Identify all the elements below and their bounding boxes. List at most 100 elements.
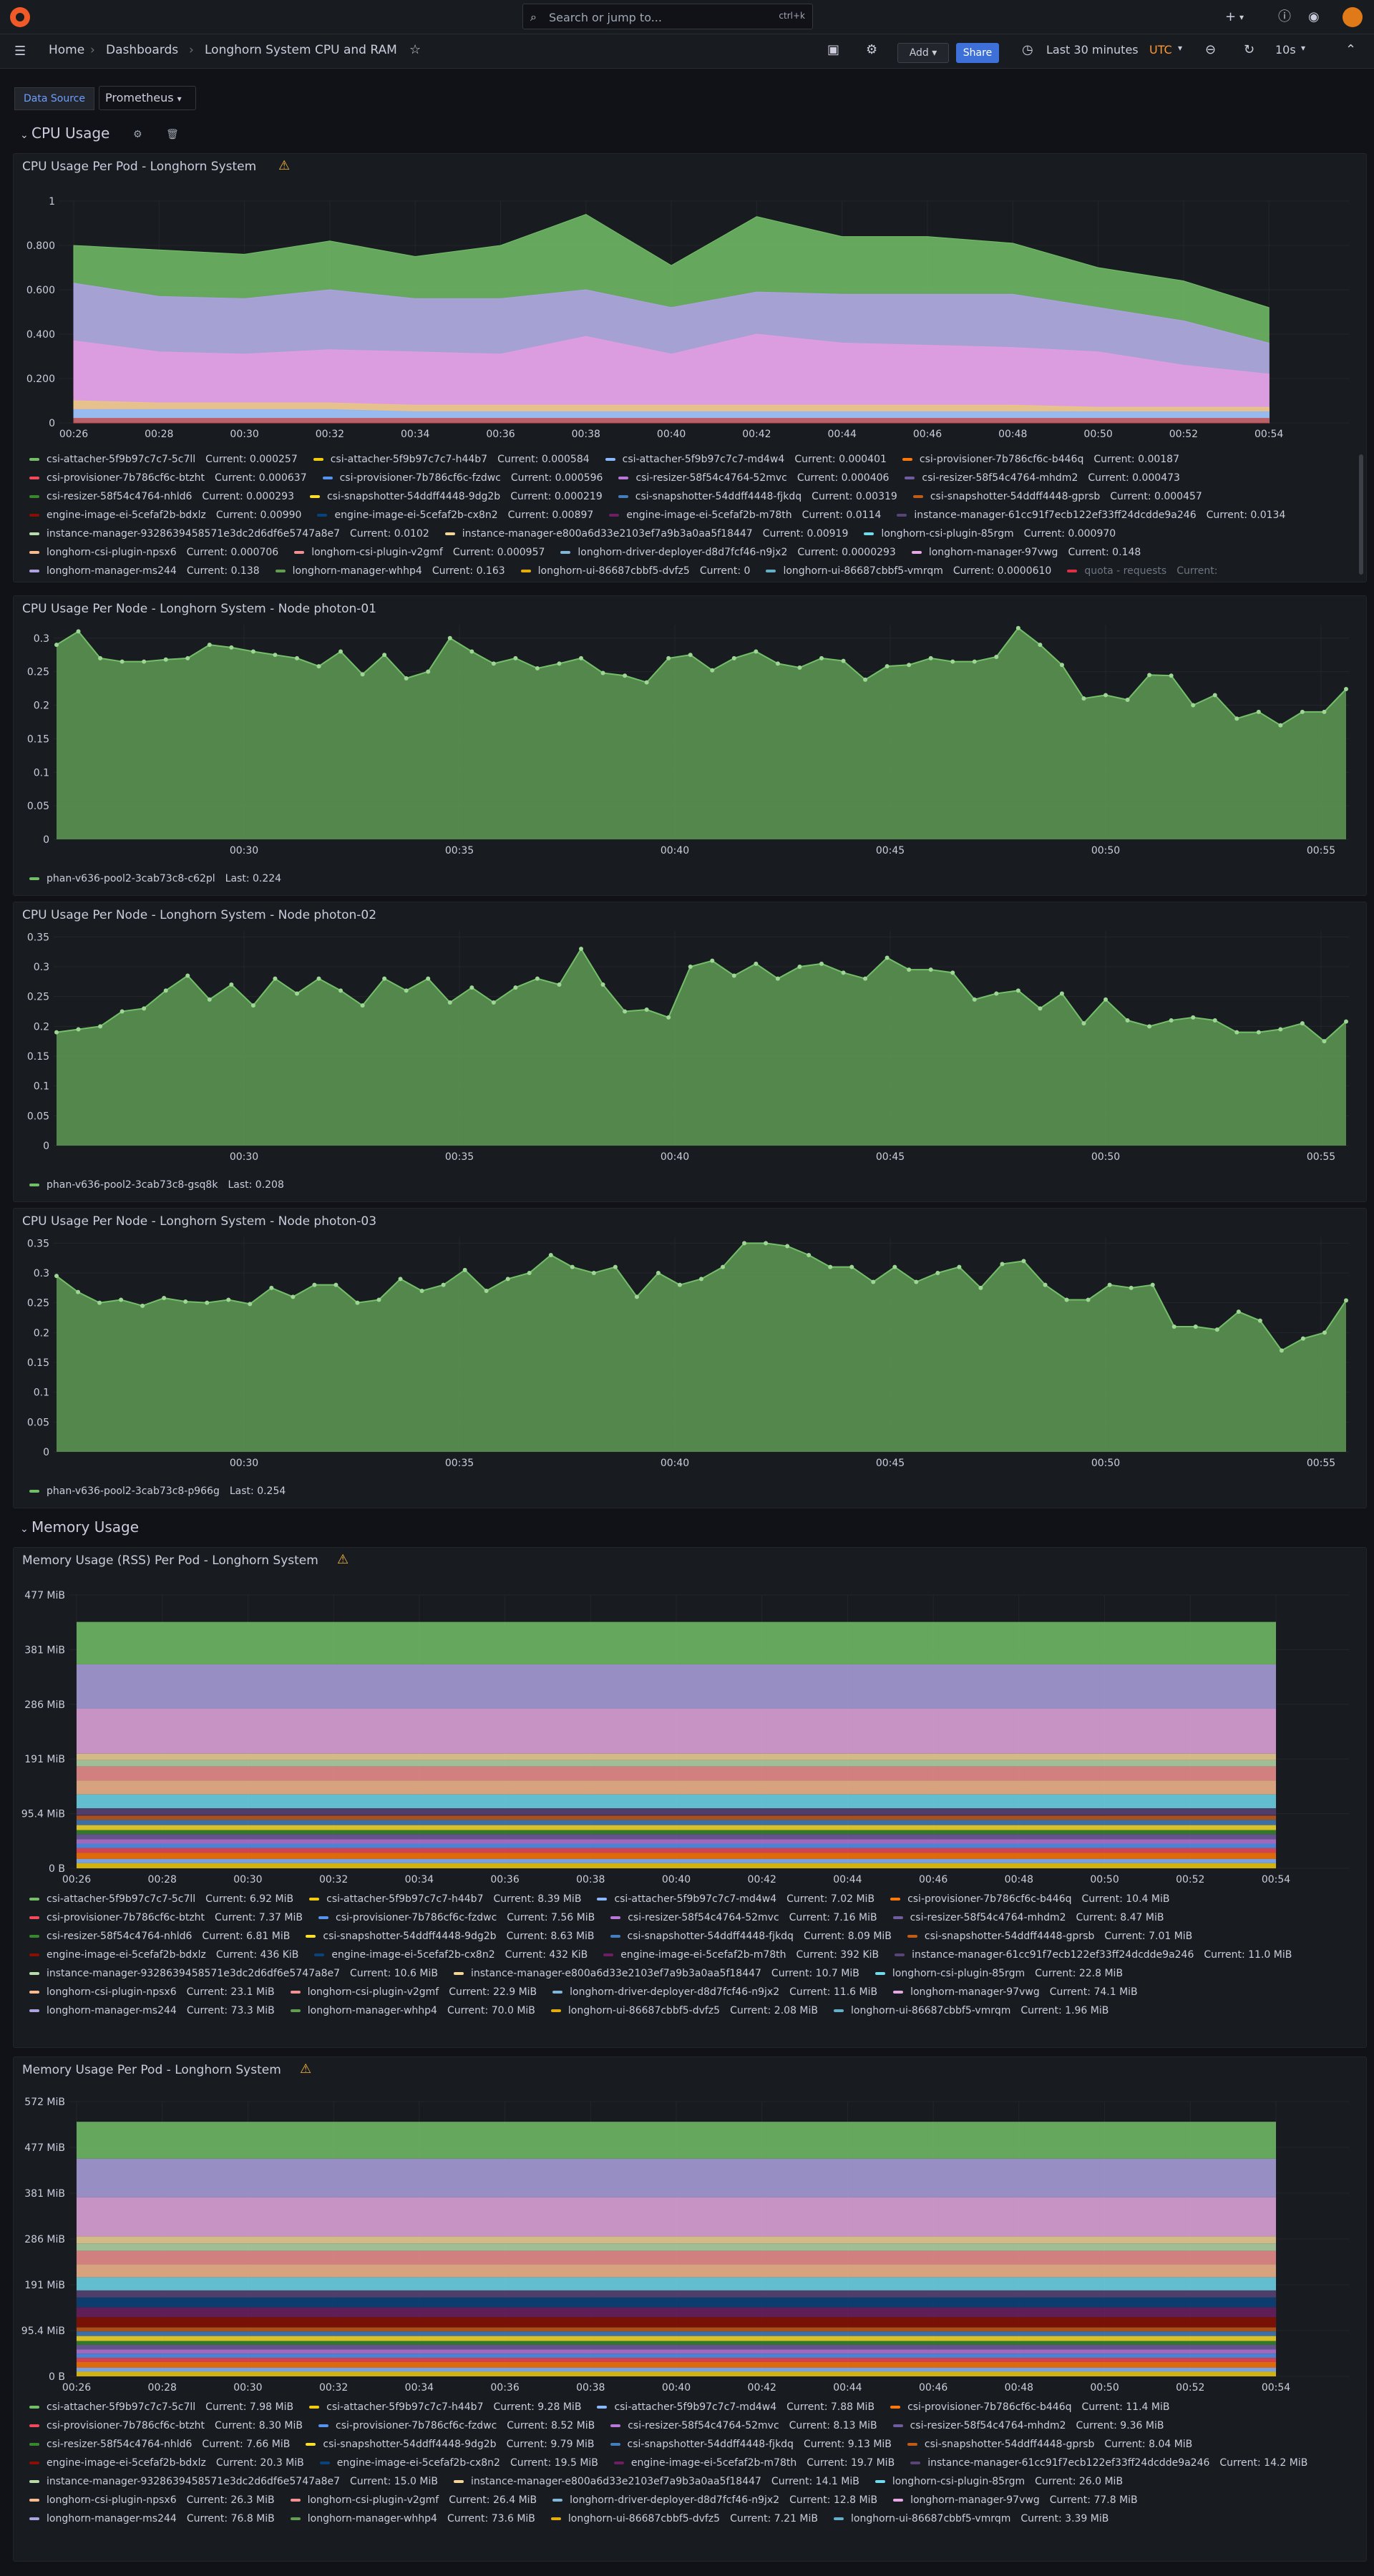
legend-item[interactable]: longhorn-manager-ms244 Current: 73.3 MiB: [29, 2001, 275, 2020]
panel-title[interactable]: Memory Usage Per Pod - Longhorn System: [22, 2063, 281, 2077]
legend-item[interactable]: csi-attacher-5f9b97c7c7-h44b7 Current: 9.…: [309, 2398, 581, 2416]
legend-scrollbar[interactable]: [1359, 454, 1363, 575]
plus-icon[interactable]: +: [1225, 9, 1237, 24]
legend-item[interactable]: longhorn-manager-97vwg Current: 0.148: [911, 543, 1141, 562]
legend-item[interactable]: instance-manager-9328639458571e3dc2d6df6…: [29, 525, 429, 543]
legend-item[interactable]: longhorn-ui-86687cbbf5-dvfz5 Current: 2.0…: [550, 2001, 818, 2020]
legend-item[interactable]: instance-manager-e800a6d33e2103ef7a9b3a0…: [453, 2472, 859, 2491]
row-cpu-usage[interactable]: ⌄ CPU Usage: [20, 125, 109, 142]
breadcrumb-home[interactable]: Home: [49, 43, 85, 57]
menu-icon[interactable]: ☰: [14, 44, 26, 59]
legend-item[interactable]: longhorn-csi-plugin-85rgm Current: 0.0009…: [864, 525, 1116, 543]
legend-item[interactable]: instance-manager-e800a6d33e2103ef7a9b3a0…: [444, 525, 848, 543]
legend-item[interactable]: csi-resizer-58f54c4764-nhld6 Current: 6.8…: [29, 1927, 290, 1946]
row-settings-gear-icon[interactable]: ⚙: [133, 129, 142, 140]
legend-item[interactable]: longhorn-ui-86687cbbf5-dvfz5 Current: 0: [520, 562, 750, 580]
legend-item[interactable]: csi-snapshotter-54ddff4448-fjkdq Current:…: [618, 487, 897, 506]
legend-item[interactable]: csi-resizer-58f54c4764-52mvc Current: 0.0…: [618, 469, 889, 487]
legend-item[interactable]: instance-manager-e800a6d33e2103ef7a9b3a0…: [453, 1964, 859, 1983]
legend-item[interactable]: csi-attacher-5f9b97c7c7-md4w4 Current: 0.…: [605, 450, 887, 469]
legend-item[interactable]: longhorn-driver-deployer-d8d7fcf46-n9jx2…: [552, 2491, 877, 2509]
panel-title[interactable]: CPU Usage Per Node - Longhorn System - N…: [22, 602, 377, 616]
add-button[interactable]: Add ▾: [897, 43, 949, 63]
legend-item[interactable]: longhorn-driver-deployer-d8d7fcf46-n9jx2…: [560, 543, 896, 562]
legend-item[interactable]: longhorn-csi-plugin-85rgm Current: 22.8 M…: [874, 1964, 1123, 1983]
legend-item[interactable]: engine-image-ei-5cefaf2b-cx8n2 Current: 1…: [319, 2454, 598, 2472]
refresh-icon[interactable]: ↻: [1244, 42, 1255, 57]
legend-item[interactable]: longhorn-ui-86687cbbf5-dvfz5 Current: 7.2…: [550, 2509, 818, 2528]
legend-item[interactable]: csi-provisioner-7b786cf6c-fzdwc Current: …: [318, 1908, 595, 1927]
legend-item[interactable]: phan-v636-pool2-3cab73c8-p966g Last: 0.25…: [29, 1482, 286, 1501]
chevron-down-icon[interactable]: ▾: [1178, 43, 1183, 53]
legend-item[interactable]: longhorn-ui-86687cbbf5-vmrqm Current: 1.9…: [834, 2001, 1109, 2020]
legend-item[interactable]: csi-snapshotter-54ddff4448-gprsb Current:…: [907, 1927, 1192, 1946]
legend-item[interactable]: longhorn-ui-86687cbbf5-vmrqm Current: 0.0…: [766, 562, 1051, 580]
legend-item[interactable]: csi-attacher-5f9b97c7c7-md4w4 Current: 7.…: [597, 2398, 874, 2416]
legend-item[interactable]: phan-v636-pool2-3cab73c8-gsq8k Last: 0.20…: [29, 1176, 284, 1194]
panel-title[interactable]: Memory Usage (RSS) Per Pod - Longhorn Sy…: [22, 1553, 318, 1568]
settings-gear-icon[interactable]: ⚙: [866, 42, 878, 57]
legend-item[interactable]: longhorn-csi-plugin-v2gmf Current: 26.4 M…: [290, 2491, 537, 2509]
legend-item[interactable]: csi-provisioner-7b786cf6c-b446q Current: …: [890, 2398, 1169, 2416]
legend-item[interactable]: csi-attacher-5f9b97c7c7-5c7ll Current: 6.…: [29, 1890, 293, 1908]
legend-item[interactable]: csi-attacher-5f9b97c7c7-h44b7 Current: 8.…: [309, 1890, 581, 1908]
legend-item[interactable]: longhorn-manager-97vwg Current: 77.8 MiB: [893, 2491, 1138, 2509]
legend-item[interactable]: instance-manager-9328639458571e3dc2d6df6…: [29, 1964, 438, 1983]
legend-item[interactable]: engine-image-ei-5cefaf2b-cx8n2 Current: 0…: [317, 506, 593, 525]
legend-item[interactable]: instance-manager-61cc91f7ecb122ef33ff24d…: [895, 1946, 1292, 1964]
legend-item[interactable]: csi-resizer-58f54c4764-mhdm2 Current: 8.4…: [892, 1908, 1164, 1927]
legend-item[interactable]: csi-attacher-5f9b97c7c7-5c7ll Current: 7.…: [29, 2398, 293, 2416]
legend-item[interactable]: engine-image-ei-5cefaf2b-bdxlz Current: 0…: [29, 506, 301, 525]
save-icon[interactable]: ▣: [827, 42, 840, 57]
legend-item[interactable]: longhorn-manager-ms244 Current: 76.8 MiB: [29, 2509, 275, 2528]
legend-item[interactable]: longhorn-csi-plugin-v2gmf Current: 22.9 M…: [290, 1983, 537, 2001]
legend-item[interactable]: csi-resizer-58f54c4764-nhld6 Current: 7.6…: [29, 2435, 290, 2454]
legend-item[interactable]: instance-manager-61cc91f7ecb122ef33ff24d…: [897, 506, 1285, 525]
search-input[interactable]: ⌕ Search or jump to... ctrl+k: [522, 4, 813, 29]
legend-item[interactable]: csi-provisioner-7b786cf6c-btzht Current: …: [29, 2416, 303, 2435]
legend-item[interactable]: csi-snapshotter-54ddff4448-gprsb Current:…: [912, 487, 1202, 506]
warning-icon[interactable]: ⚠: [278, 158, 291, 173]
legend-item[interactable]: csi-resizer-58f54c4764-nhld6 Current: 0.0…: [29, 487, 294, 506]
warning-icon[interactable]: ⚠: [300, 2062, 312, 2077]
legend-item[interactable]: longhorn-driver-deployer-d8d7fcf46-n9jx2…: [552, 1983, 877, 2001]
legend-item[interactable]: csi-provisioner-7b786cf6c-btzht Current: …: [29, 469, 307, 487]
chevron-down-icon[interactable]: ▾: [1301, 43, 1306, 53]
user-avatar[interactable]: [1343, 7, 1363, 27]
share-button[interactable]: Share: [956, 43, 999, 63]
legend-item[interactable]: longhorn-manager-whhp4 Current: 0.163: [275, 562, 505, 580]
panel-title[interactable]: CPU Usage Per Pod - Longhorn System: [22, 160, 257, 174]
legend-item[interactable]: csi-attacher-5f9b97c7c7-md4w4 Current: 7.…: [597, 1890, 874, 1908]
row-memory-usage[interactable]: ⌄ Memory Usage: [20, 1518, 139, 1536]
legend-item[interactable]: csi-provisioner-7b786cf6c-b446q Current: …: [902, 450, 1179, 469]
rss-news-icon[interactable]: ◉: [1308, 9, 1320, 24]
legend-item[interactable]: longhorn-manager-whhp4 Current: 73.6 MiB: [290, 2509, 535, 2528]
legend-item[interactable]: longhorn-csi-plugin-npsx6 Current: 0.0007…: [29, 543, 278, 562]
legend-item[interactable]: csi-resizer-58f54c4764-52mvc Current: 8.1…: [610, 2416, 877, 2435]
legend-item[interactable]: longhorn-csi-plugin-85rgm Current: 26.0 M…: [874, 2472, 1123, 2491]
chevron-down-icon[interactable]: ▾: [1239, 12, 1244, 22]
legend-item[interactable]: longhorn-manager-whhp4 Current: 70.0 MiB: [290, 2001, 535, 2020]
legend-item[interactable]: csi-provisioner-7b786cf6c-fzdwc Current: …: [322, 469, 603, 487]
legend-item[interactable]: engine-image-ei-5cefaf2b-bdxlz Current: 4…: [29, 1946, 298, 1964]
legend-item[interactable]: longhorn-csi-plugin-v2gmf Current: 0.0009…: [294, 543, 545, 562]
legend-item[interactable]: longhorn-ui-86687cbbf5-vmrqm Current: 3.3…: [834, 2509, 1109, 2528]
warning-icon[interactable]: ⚠: [337, 1552, 349, 1567]
legend-item[interactable]: engine-image-ei-5cefaf2b-bdxlz Current: 2…: [29, 2454, 304, 2472]
datasource-variable-select[interactable]: Prometheus ▾: [99, 86, 196, 110]
legend-item[interactable]: csi-attacher-5f9b97c7c7-h44b7 Current: 0.…: [313, 450, 590, 469]
legend-item[interactable]: longhorn-manager-97vwg Current: 74.1 MiB: [893, 1983, 1138, 2001]
legend-item[interactable]: csi-attacher-5f9b97c7c7-5c7ll Current: 0.…: [29, 450, 298, 469]
legend-item[interactable]: csi-resizer-58f54c4764-52mvc Current: 7.1…: [610, 1908, 877, 1927]
legend-item[interactable]: instance-manager-9328639458571e3dc2d6df6…: [29, 2472, 438, 2491]
legend-item[interactable]: longhorn-csi-plugin-npsx6 Current: 26.3 M…: [29, 2491, 275, 2509]
panel-title[interactable]: CPU Usage Per Node - Longhorn System - N…: [22, 908, 377, 922]
legend-item[interactable]: csi-snapshotter-54ddff4448-9dg2b Current:…: [306, 2435, 595, 2454]
refresh-interval-picker[interactable]: 10s: [1275, 43, 1296, 57]
legend-item[interactable]: phan-v636-pool2-3cab73c8-c62pl Last: 0.22…: [29, 869, 281, 888]
legend-item[interactable]: csi-snapshotter-54ddff4448-gprsb Current:…: [907, 2435, 1192, 2454]
legend-item[interactable]: csi-snapshotter-54ddff4448-9dg2b Current:…: [306, 1927, 595, 1946]
legend-item[interactable]: csi-resizer-58f54c4764-mhdm2 Current: 0.0…: [905, 469, 1180, 487]
legend-item[interactable]: csi-resizer-58f54c4764-mhdm2 Current: 9.3…: [892, 2416, 1164, 2435]
legend-item[interactable]: instance-manager-61cc91f7ecb122ef33ff24d…: [910, 2454, 1307, 2472]
